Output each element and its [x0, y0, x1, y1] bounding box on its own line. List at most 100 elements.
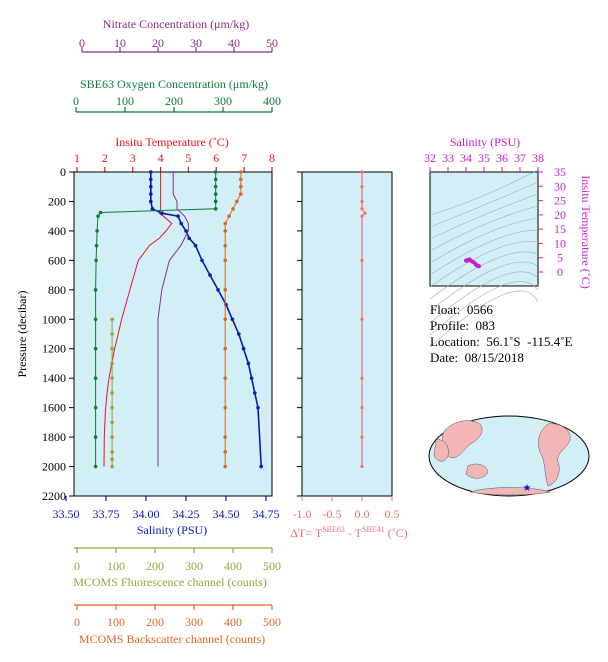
- salinity-tick-label: 34.50: [213, 507, 240, 521]
- series-point-5: [110, 420, 114, 425]
- nitrate-tick-label: 0: [79, 36, 85, 50]
- oxygen-tick-label: 0: [73, 94, 79, 108]
- series-point-1: [230, 317, 235, 322]
- delta-t-point: [360, 376, 364, 380]
- delta-t-point: [360, 464, 364, 469]
- series-point-1: [160, 211, 164, 216]
- series-point-2: [213, 170, 218, 174]
- backscatter-tick-label: 200: [146, 615, 164, 629]
- oxygen-tick-label: 400: [263, 94, 281, 108]
- oxygen-axis: SBE63 Oxygen Concentration (μm/kg) 0 100 2…: [73, 77, 281, 113]
- ts-contour: [429, 251, 539, 300]
- delta-t-tick-label: 0.5: [385, 507, 400, 521]
- pressure-tick-label: 200: [48, 194, 66, 208]
- ts-salinity-tick-label: 33: [442, 151, 454, 165]
- series-point-2: [213, 192, 218, 196]
- ts-density-contours: [429, 169, 539, 348]
- delta-t-axis-label: ΔT= TSBE63 - TSBE41 (˚C): [290, 525, 407, 540]
- pressure-tick-label: 1200: [42, 342, 66, 356]
- ts-contour: [429, 271, 539, 324]
- ts-contour: [429, 241, 539, 288]
- ts-temperature-axis-label: Insitu Temperature (˚C): [579, 175, 593, 289]
- series-point-4: [239, 192, 243, 196]
- series-point-1: [241, 346, 246, 351]
- pressure-tick-label: 1000: [42, 312, 66, 326]
- backscatter-tick-label: 100: [107, 615, 125, 629]
- series-line-3: [157, 172, 189, 467]
- fluorescence-axis: 0 100 200 300 400 500 MCOMS Fluorescence chan…: [73, 547, 281, 589]
- float-id: Float: 0566: [430, 302, 493, 317]
- backscatter-axis-label: MCOMS Backscatter channel (counts): [79, 632, 265, 646]
- series-point-4: [223, 243, 227, 248]
- ts-temperature-tick-label: 30: [554, 179, 566, 193]
- series-point-4: [223, 405, 227, 410]
- profile-number: Profile: 083: [430, 318, 495, 333]
- series-point-2: [213, 199, 218, 204]
- nitrate-tick-label: 10: [114, 36, 126, 50]
- ts-temperature-tick-label: 10: [554, 236, 566, 250]
- nitrate-axis-label: Nitrate Concentration (μm/kg): [103, 17, 249, 31]
- float-location-star: ★: [523, 483, 532, 494]
- temperature-tick-label: 7: [241, 151, 247, 165]
- series-point-4: [223, 450, 227, 454]
- nitrate-tick-label: 40: [228, 36, 240, 50]
- series-point-2: [213, 184, 218, 189]
- series-point-4: [223, 258, 227, 263]
- series-point-1: [149, 184, 153, 189]
- oxygen-axis-label: SBE63 Oxygen Concentration (μm/kg): [80, 77, 268, 91]
- series-point-4: [235, 199, 239, 204]
- series-point-2: [98, 210, 103, 215]
- location: Location: 56.1˚S -115.4˚E: [430, 334, 573, 349]
- delta-t-tick-group: -1.0 -0.5 0.0 0.5: [293, 496, 400, 521]
- series-point-1: [249, 376, 254, 380]
- series-point-4: [223, 464, 227, 469]
- temperature-tick-label: 2: [102, 151, 108, 165]
- temperature-axis-label: Insitu Temperature (˚C): [115, 135, 229, 149]
- world-map: ★: [428, 415, 590, 497]
- fluorescence-tick-label: 0: [74, 559, 80, 573]
- series-point-2: [95, 229, 99, 233]
- pressure-axis-label: Pressure (decibar): [15, 291, 29, 378]
- delta-t-point: [360, 170, 364, 174]
- series-point-4: [239, 170, 243, 174]
- series-point-1: [246, 361, 251, 366]
- ts-temperature-tick-label: 15: [554, 222, 566, 236]
- ts-contour: [429, 193, 539, 240]
- map-land-americas: [538, 423, 571, 487]
- pressure-tick-label: 1400: [42, 371, 66, 385]
- series-point-1: [200, 258, 204, 263]
- salinity-tick-label: 34.75: [253, 507, 280, 521]
- series-point-5: [110, 464, 114, 469]
- series-point-2: [93, 346, 98, 351]
- pressure-tick-label: 2000: [42, 460, 66, 474]
- series-point-1: [149, 192, 153, 196]
- series-point-2: [93, 317, 98, 322]
- ts-temperature-tick-label: 20: [554, 208, 566, 222]
- backscatter-tick-label: 500: [263, 615, 281, 629]
- backscatter-tick-label: 0: [74, 615, 80, 629]
- temperature-tick-group: 1 2 3 4 5 6 7 8: [74, 151, 275, 172]
- series-point-1: [149, 170, 153, 174]
- ts-contour: [429, 181, 539, 228]
- series-point-4: [223, 221, 227, 226]
- ts-salinity-tick-label: 37: [514, 151, 526, 165]
- oxygen-tick-label: 200: [165, 94, 183, 108]
- ts-temperature-tick-label: 25: [554, 194, 566, 208]
- temperature-tick-label: 8: [269, 151, 275, 165]
- ts-temperature-tick-label: 0: [557, 265, 563, 279]
- main-plot-series: [93, 170, 264, 469]
- series-point-2: [94, 258, 98, 263]
- temperature-tick-label: 6: [213, 151, 219, 165]
- temperature-tick-label: 3: [130, 151, 136, 165]
- delta-t-plot-area: [301, 171, 393, 497]
- ts-contour: [429, 261, 539, 312]
- backscatter-tick-group: 0 100 200 300 400 500: [74, 605, 281, 629]
- series-point-5: [110, 450, 114, 454]
- pressure-tick-label: 400: [48, 224, 66, 238]
- series-point-2: [93, 435, 98, 439]
- salinity-tick-label: 34.25: [173, 507, 200, 521]
- delta-t-point: [360, 214, 364, 218]
- salinity-tick-group: 33.50 33.75 34.00 34.25 34.50 34.75: [53, 496, 280, 521]
- series-point-1: [259, 464, 264, 469]
